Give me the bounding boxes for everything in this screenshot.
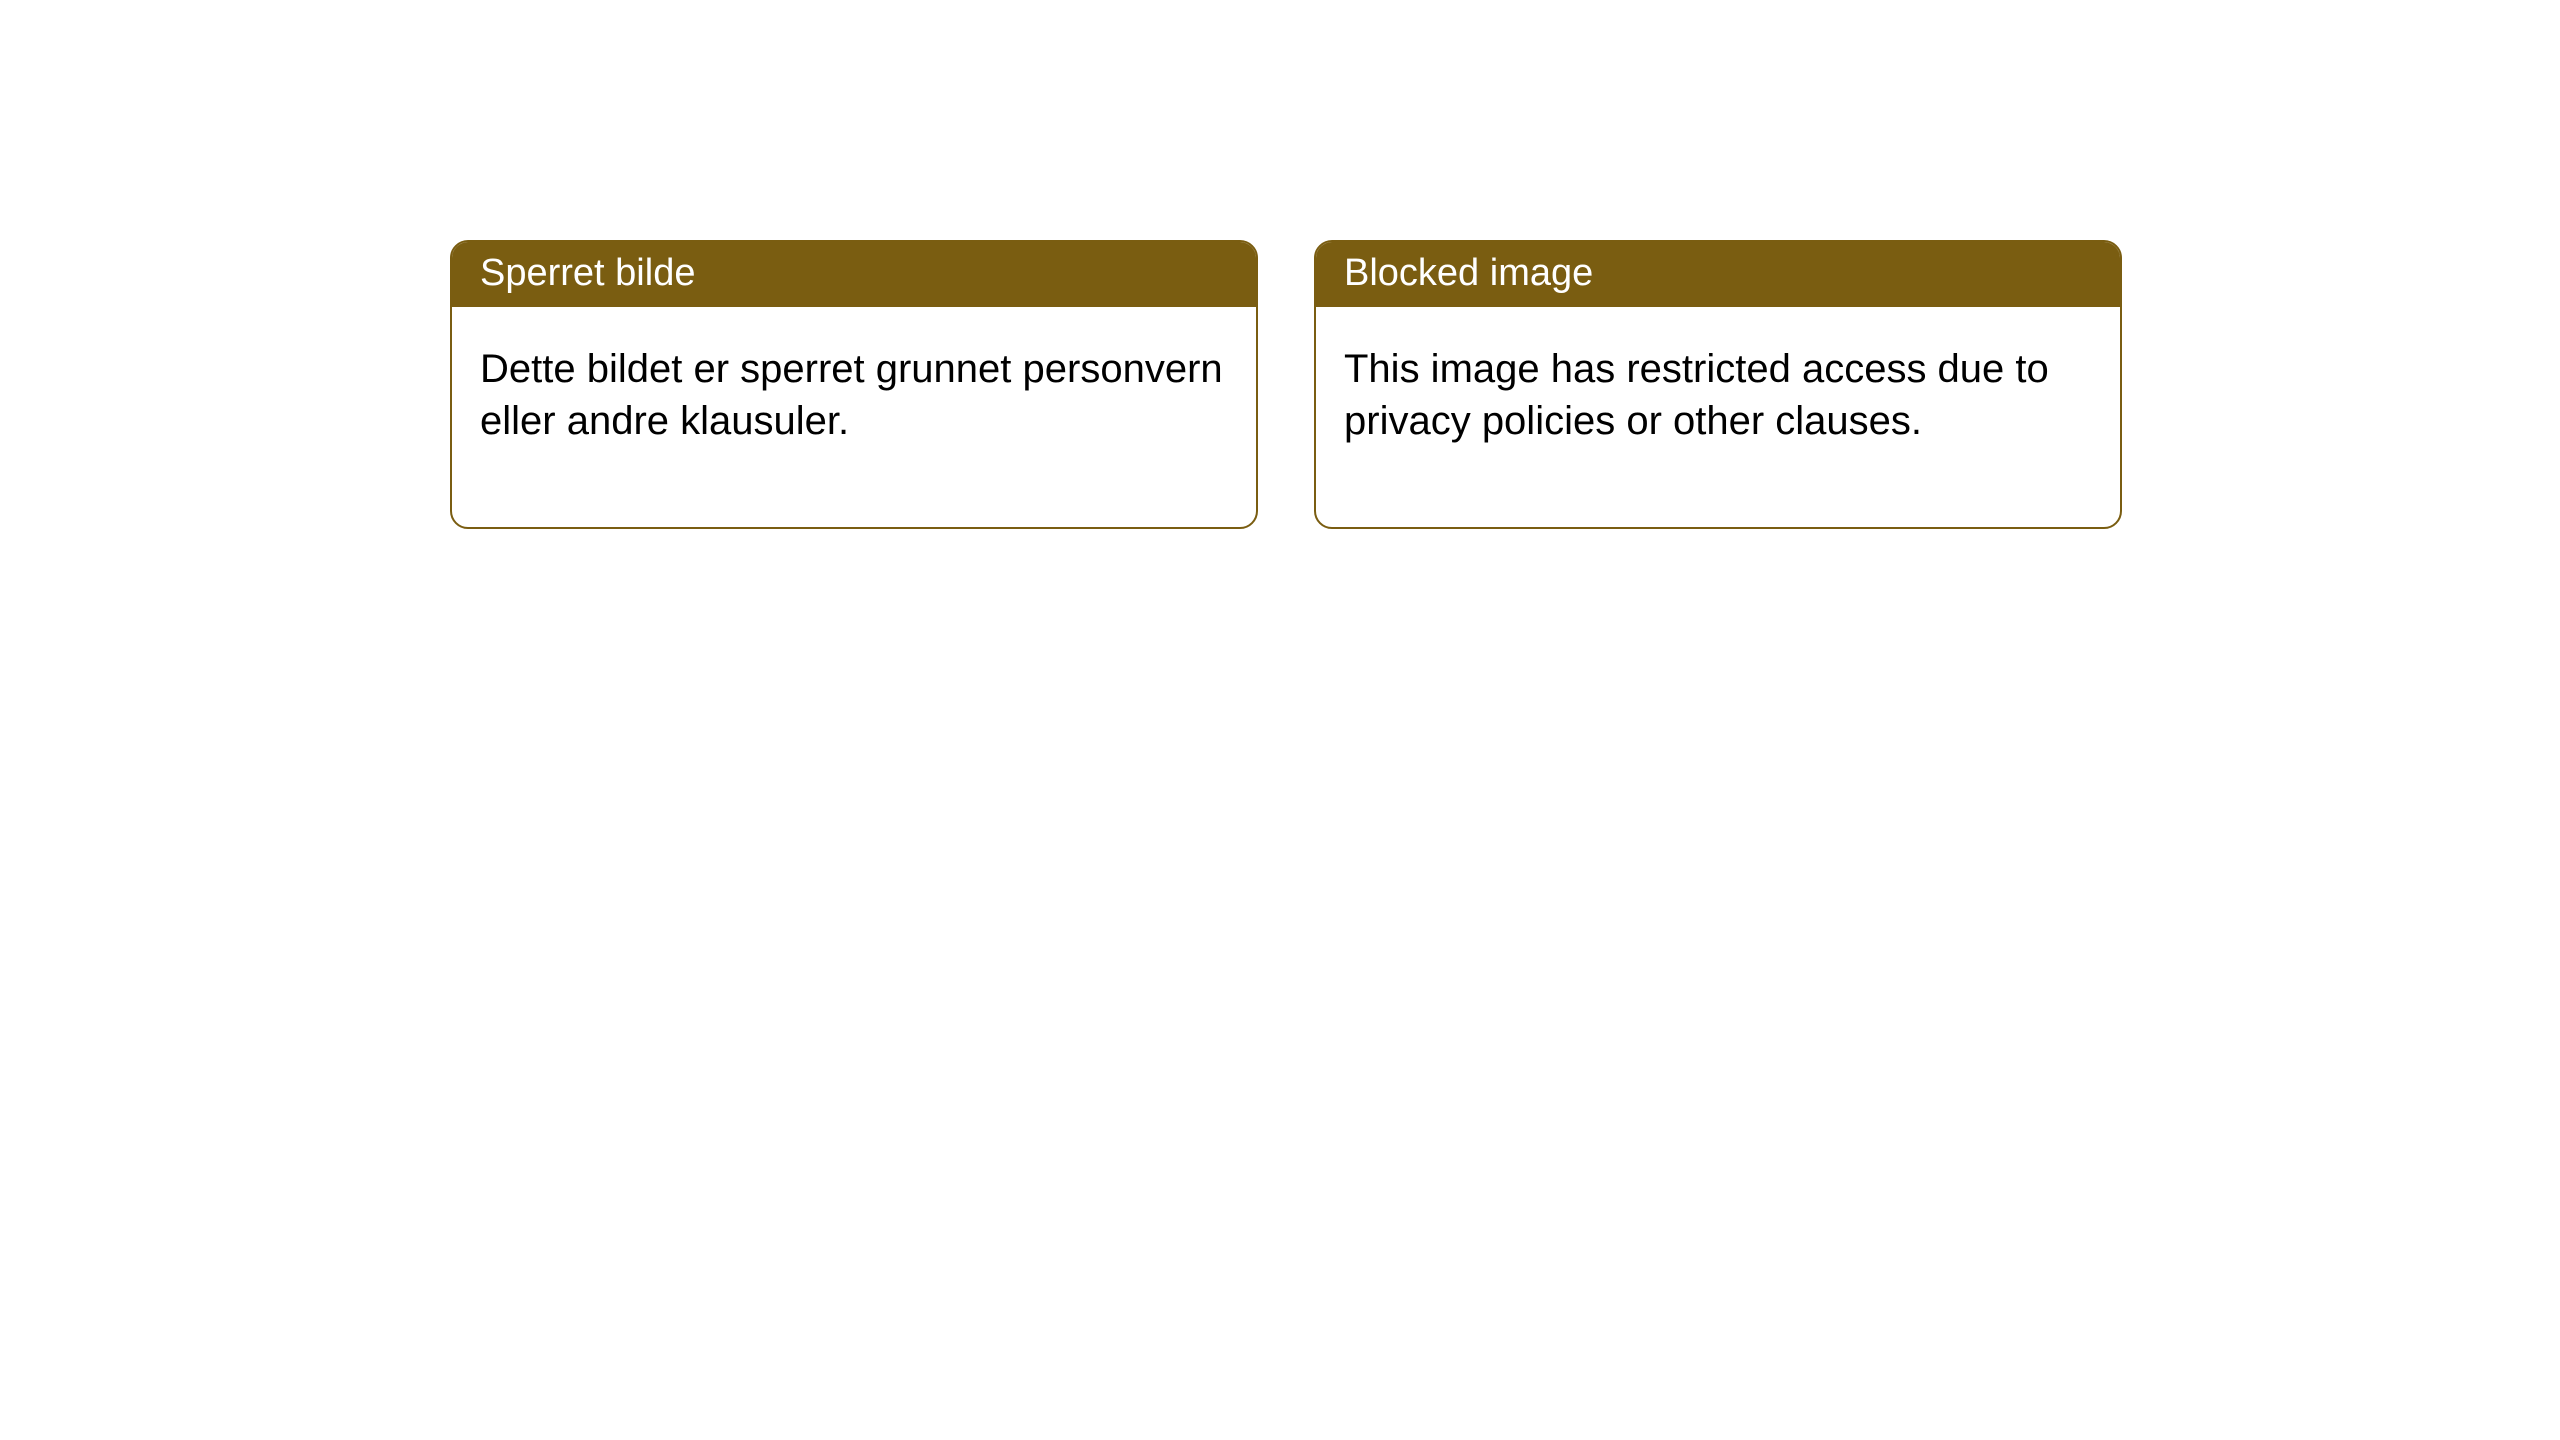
card-header: Sperret bilde	[452, 242, 1256, 307]
card-body: This image has restricted access due to …	[1316, 307, 2120, 527]
card-title: Sperret bilde	[480, 252, 695, 294]
cards-container: Sperret bilde Dette bildet er sperret gr…	[0, 0, 2560, 529]
card-title: Blocked image	[1344, 252, 1593, 294]
blocked-image-card-norwegian: Sperret bilde Dette bildet er sperret gr…	[450, 240, 1258, 529]
blocked-image-card-english: Blocked image This image has restricted …	[1314, 240, 2122, 529]
card-body: Dette bildet er sperret grunnet personve…	[452, 307, 1256, 527]
card-body-text: This image has restricted access due to …	[1344, 347, 2049, 443]
card-body-text: Dette bildet er sperret grunnet personve…	[480, 347, 1223, 443]
card-header: Blocked image	[1316, 242, 2120, 307]
